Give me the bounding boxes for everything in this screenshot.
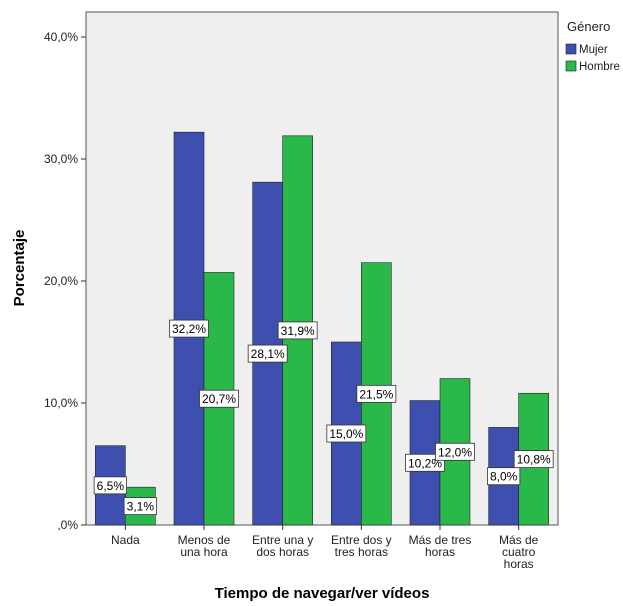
x-tick-label: Entre dos y tres horas bbox=[331, 533, 392, 559]
x-tick-label: Menos de una hora bbox=[178, 533, 231, 559]
svg-text:32,2%: 32,2% bbox=[172, 322, 206, 336]
data-label-mujer: 28,1% bbox=[247, 344, 288, 363]
y-tick-label: ,0% bbox=[57, 518, 78, 532]
plot-area bbox=[85, 11, 559, 526]
data-label-mujer: 10,2% bbox=[405, 453, 445, 472]
data-label-hombre: 3,1% bbox=[123, 497, 157, 515]
x-tick-label: Nada bbox=[111, 533, 140, 547]
svg-text:31,9%: 31,9% bbox=[281, 324, 315, 338]
data-label-mujer: 6,5% bbox=[93, 476, 127, 495]
legend-label-hombre: Hombre bbox=[579, 61, 620, 73]
svg-text:21,5%: 21,5% bbox=[359, 387, 393, 401]
svg-text:15,0%: 15,0% bbox=[329, 427, 363, 441]
data-label-hombre: 10,8% bbox=[513, 450, 554, 469]
x-tick-label: Más de tres horas bbox=[409, 533, 472, 559]
data-label-mujer: 15,0% bbox=[326, 424, 367, 443]
data-labels: 6,5%3,1% 32,2% 20,7% 28,1% 31,9% 15,0% 21,5% 10… bbox=[93, 319, 554, 515]
svg-text:6,5%: 6,5% bbox=[97, 479, 125, 493]
y-tick-label: 30,0% bbox=[44, 152, 78, 166]
svg-text:10,8%: 10,8% bbox=[517, 453, 551, 467]
y-axis: ,0% 10,0% 20,0% 30,0% 40,0% bbox=[44, 30, 86, 532]
legend-label-mujer: Mujer bbox=[579, 44, 608, 56]
legend-swatch-hombre bbox=[565, 60, 577, 72]
y-axis-title: Porcentaje bbox=[11, 230, 28, 307]
svg-text:28,1%: 28,1% bbox=[251, 347, 285, 361]
x-tick-label: Más de cuatro horas bbox=[499, 533, 539, 571]
data-label-mujer: 32,2% bbox=[169, 319, 209, 338]
svg-text:8,0%: 8,0% bbox=[490, 470, 518, 484]
svg-text:3,1%: 3,1% bbox=[127, 500, 155, 514]
x-tick-label: Entre una y dos horas bbox=[252, 533, 313, 559]
legend-title: Género bbox=[567, 19, 610, 34]
data-label-hombre: 20,7% bbox=[199, 389, 239, 408]
data-label-hombre: 12,0% bbox=[435, 442, 475, 461]
y-tick-label: 10,0% bbox=[44, 396, 78, 410]
svg-text:20,7%: 20,7% bbox=[202, 392, 236, 406]
data-label-hombre: 31,9% bbox=[277, 321, 318, 340]
svg-text:10,2%: 10,2% bbox=[408, 456, 442, 470]
legend-swatch-mujer bbox=[565, 43, 577, 55]
data-label-hombre: 21,5% bbox=[356, 384, 397, 403]
legend: Género Mujer Hombre bbox=[565, 19, 620, 73]
svg-text:12,0%: 12,0% bbox=[438, 445, 472, 459]
x-axis: Nada Menos de una hora Entre una y dos horas… bbox=[111, 525, 539, 571]
y-tick-label: 40,0% bbox=[44, 30, 78, 44]
data-label-mujer: 8,0% bbox=[487, 467, 521, 486]
y-tick-label: 20,0% bbox=[44, 274, 78, 288]
x-axis-title: Tiempo de navegar/ver vídeos bbox=[215, 585, 430, 602]
